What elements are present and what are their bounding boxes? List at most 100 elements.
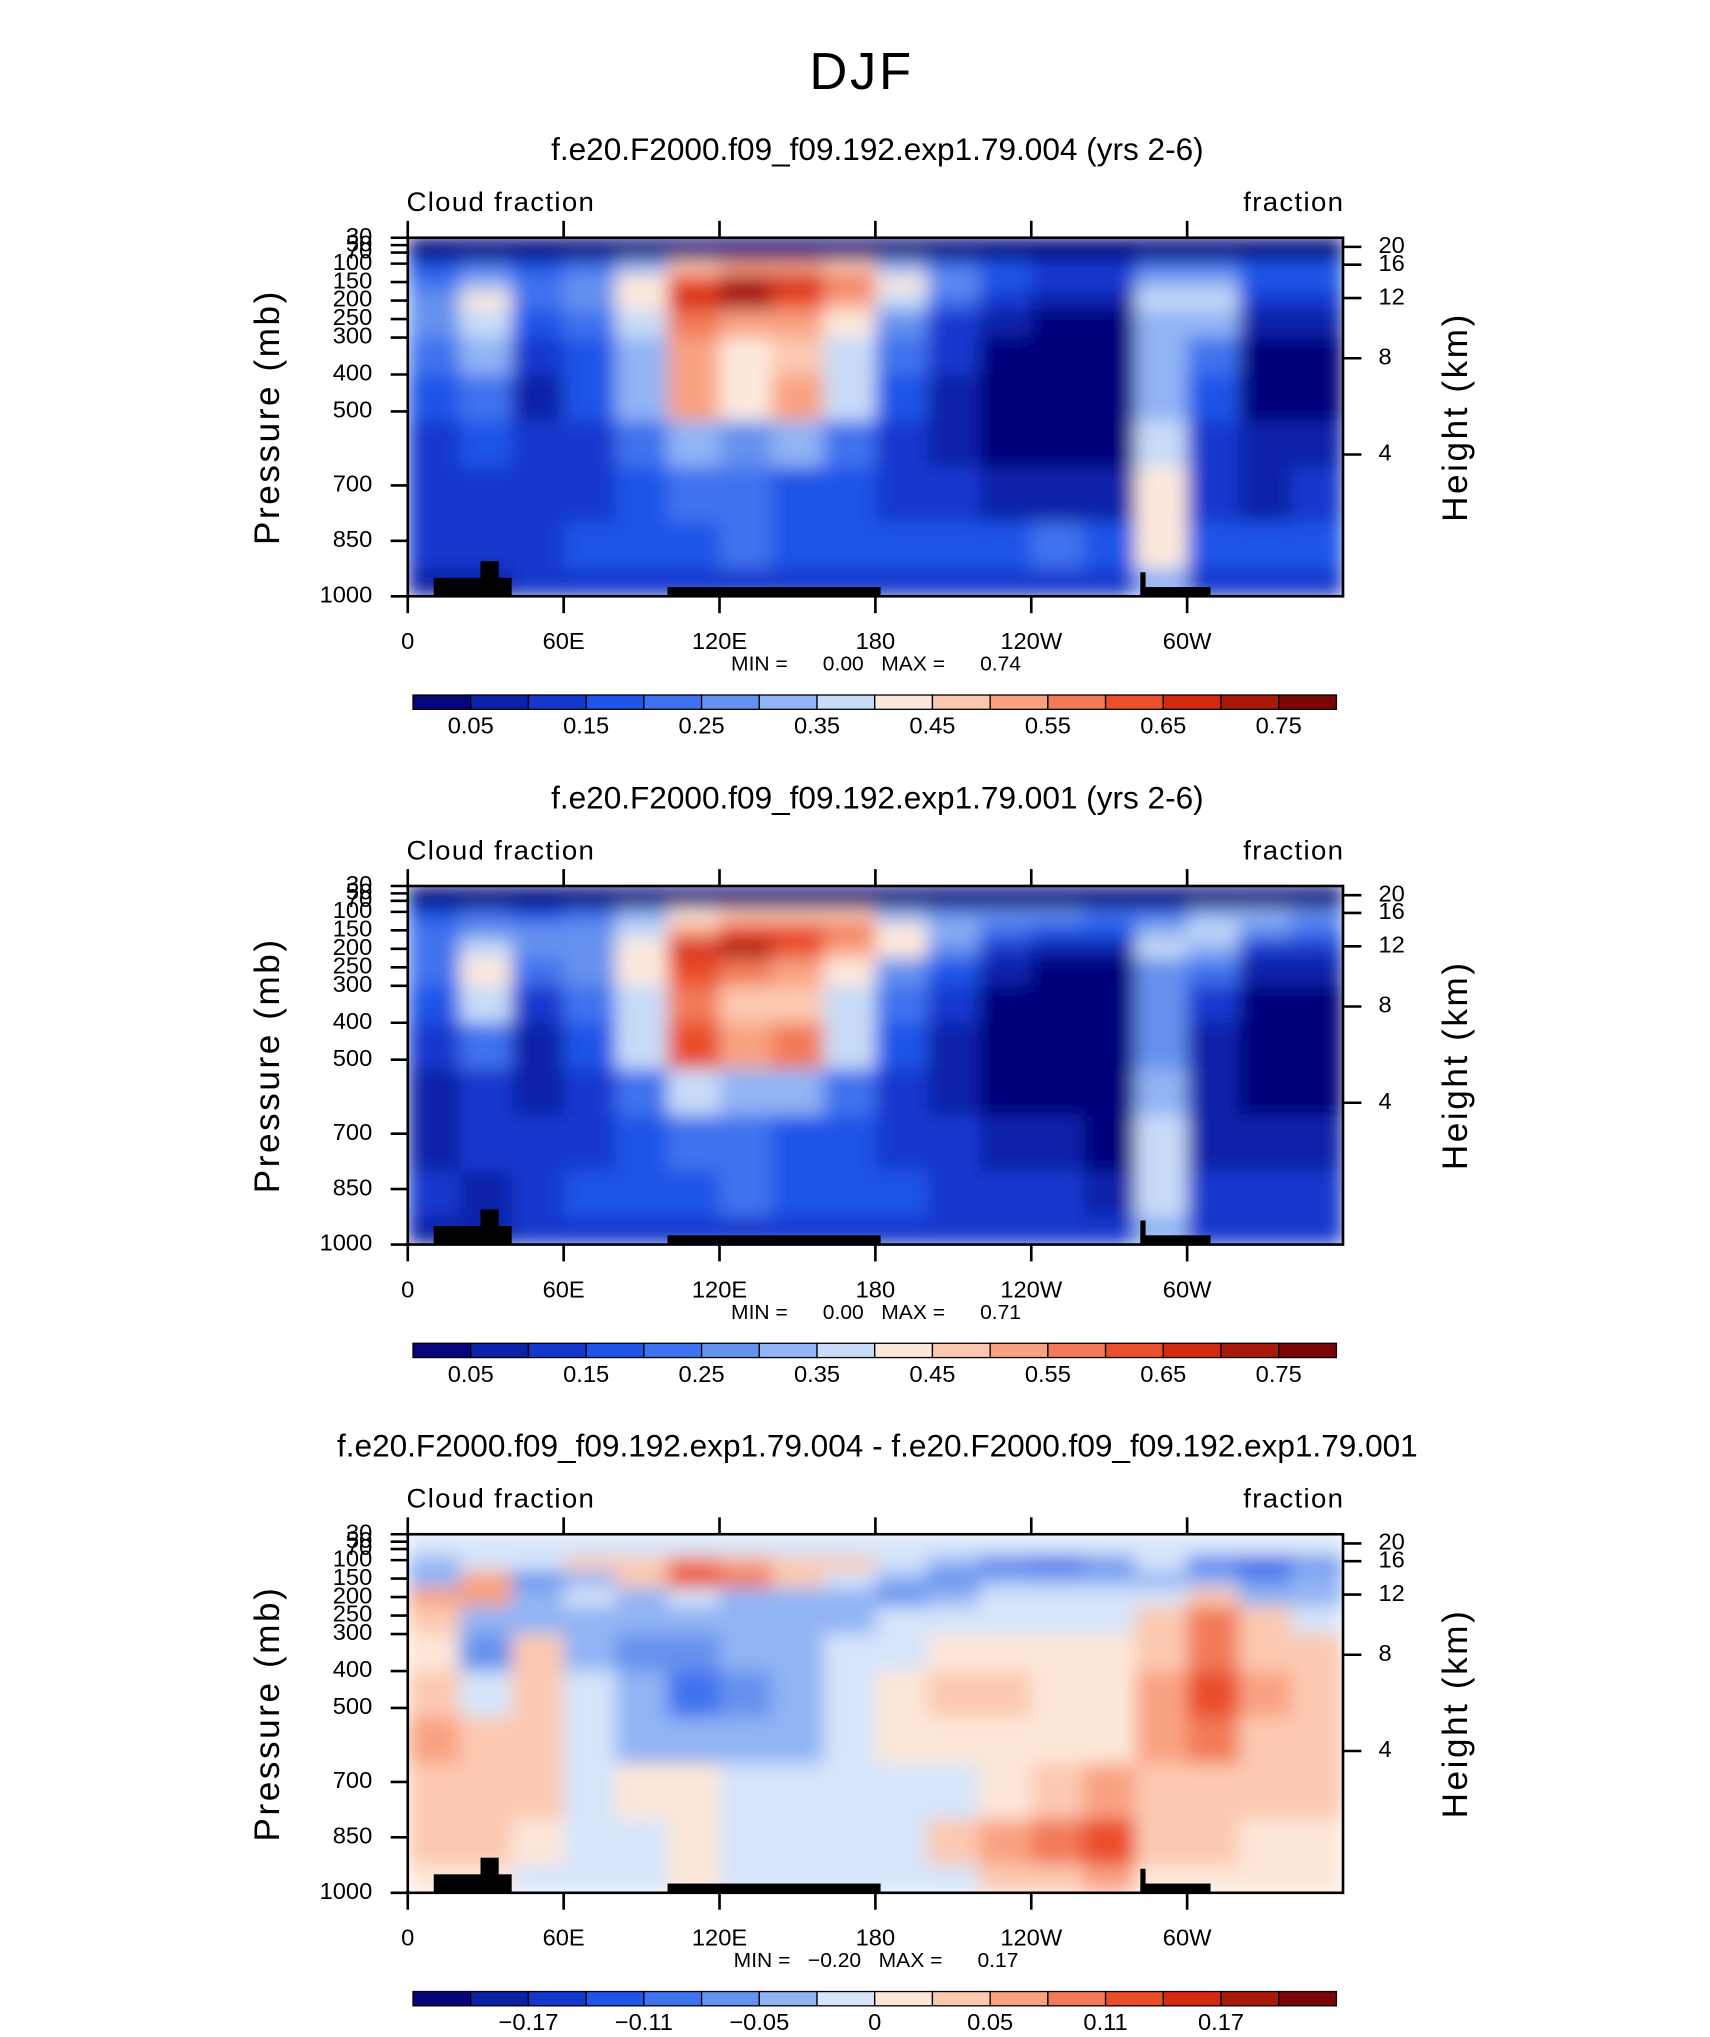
contour-cell <box>1083 1216 1136 1245</box>
contour-cell <box>459 237 513 261</box>
contour-cell <box>1187 374 1240 422</box>
contour-cell <box>511 1606 565 1635</box>
y2-tick-label: 12 <box>1379 1580 1405 1606</box>
contour-cell <box>1135 522 1188 570</box>
contour-cell <box>1135 939 1188 959</box>
contour-cell <box>1031 1022 1084 1070</box>
contour-cell <box>771 237 825 261</box>
contour-cell <box>1239 466 1292 524</box>
contour-cell <box>511 1556 565 1572</box>
contour-cell <box>1291 885 1344 909</box>
contour-cell <box>459 466 513 524</box>
field <box>407 237 1344 597</box>
contour-cell <box>719 1671 773 1718</box>
y-tick-label: 100 <box>333 249 372 275</box>
contour-cell <box>1031 1671 1084 1718</box>
contour-cell <box>407 1068 461 1116</box>
contour-cell <box>511 1216 565 1245</box>
contour-cell <box>459 1634 513 1672</box>
colorbar-box <box>527 1990 587 2007</box>
colorbar-box <box>874 1990 934 2007</box>
contour-cell <box>667 522 721 570</box>
contour-cell <box>1187 1022 1240 1070</box>
y-tick-label: 50 <box>346 879 372 905</box>
contour-cell <box>823 1115 877 1172</box>
contour-cell <box>511 1534 565 1558</box>
contour-cell <box>1187 885 1240 909</box>
contour-cell <box>459 1763 513 1820</box>
contour-cell <box>1135 1671 1188 1718</box>
contour-cell <box>1031 1068 1084 1116</box>
colorbar-label: 0.45 <box>909 1361 955 1387</box>
contour-cell <box>1291 1606 1344 1635</box>
contour-cell <box>667 1170 721 1218</box>
colorbar-box <box>1278 1342 1338 1359</box>
surface-mask <box>667 1235 881 1245</box>
contour-cell <box>667 939 721 959</box>
contour-cell <box>1239 922 1292 941</box>
contour-cell <box>1239 1865 1292 1893</box>
contour-cell <box>511 259 565 276</box>
surface-mask <box>1140 1220 1146 1245</box>
contour-cell <box>1083 309 1136 339</box>
colorbar-box <box>1162 1990 1222 2007</box>
contour-cell <box>927 237 980 261</box>
contour-cell <box>823 1634 877 1672</box>
colorbar-label: 0 <box>868 2009 881 2035</box>
contour-cell <box>1239 237 1292 261</box>
contour-cell <box>1031 939 1084 959</box>
contour-cell <box>563 420 617 468</box>
colorbar-label: 0.05 <box>967 2009 1013 2035</box>
contour-cell <box>615 1068 669 1116</box>
contour-cell <box>823 958 877 987</box>
colorbar-box <box>700 1342 760 1359</box>
colorbar-label: 0.25 <box>679 713 725 739</box>
contour-cell <box>771 885 825 909</box>
contour-cell <box>1239 374 1292 422</box>
contour-cell <box>979 1717 1032 1765</box>
contour-cell <box>979 922 1032 941</box>
contour-cell <box>615 985 669 1024</box>
colorbar-box <box>989 1342 1049 1359</box>
y2-tick-label: 12 <box>1379 283 1405 309</box>
contour-cell <box>407 1534 461 1558</box>
y-tick-label: 70 <box>346 238 372 264</box>
colorbar-box <box>643 694 703 710</box>
contour-cell <box>1187 1115 1240 1172</box>
contour-cell <box>1291 1068 1344 1116</box>
suptitle: DJF <box>809 43 913 101</box>
contour-cell <box>1239 885 1292 909</box>
contour-cell <box>563 908 617 924</box>
contour-cell <box>511 922 565 941</box>
contour-cell <box>927 885 980 909</box>
contour-cell <box>459 908 513 924</box>
x-tick-label: 180 <box>856 1925 895 1951</box>
contour-cell <box>719 1571 773 1589</box>
surface-mask <box>1140 587 1211 597</box>
contour-cell <box>979 1571 1032 1589</box>
contour-cell <box>615 1115 669 1172</box>
y-axis-label: Pressure (mb) <box>248 937 287 1193</box>
y-tick-label: 1000 <box>320 582 373 608</box>
contour-cell <box>1031 1587 1084 1607</box>
contour-cell <box>1083 259 1136 276</box>
contour-cell <box>667 1818 721 1866</box>
contour-cell <box>979 958 1032 987</box>
contour-cell <box>875 420 929 468</box>
contour-cell <box>1291 1216 1344 1245</box>
contour-cell <box>1083 908 1136 924</box>
contour-cell <box>511 237 565 261</box>
contour-cell <box>1083 1115 1136 1172</box>
contour-cell <box>615 1170 669 1218</box>
y-tick-label: 250 <box>333 1601 372 1627</box>
contour-cell <box>1031 885 1084 909</box>
contour-cell <box>1031 1606 1084 1635</box>
y-tick-label: 400 <box>333 1656 372 1682</box>
contour-cell <box>1083 466 1136 524</box>
contour-cell <box>1239 1818 1292 1866</box>
contour-cell <box>1291 1818 1344 1866</box>
contour-cell <box>563 958 617 987</box>
contour-cell <box>1083 1606 1136 1635</box>
contour-cell <box>407 291 461 311</box>
